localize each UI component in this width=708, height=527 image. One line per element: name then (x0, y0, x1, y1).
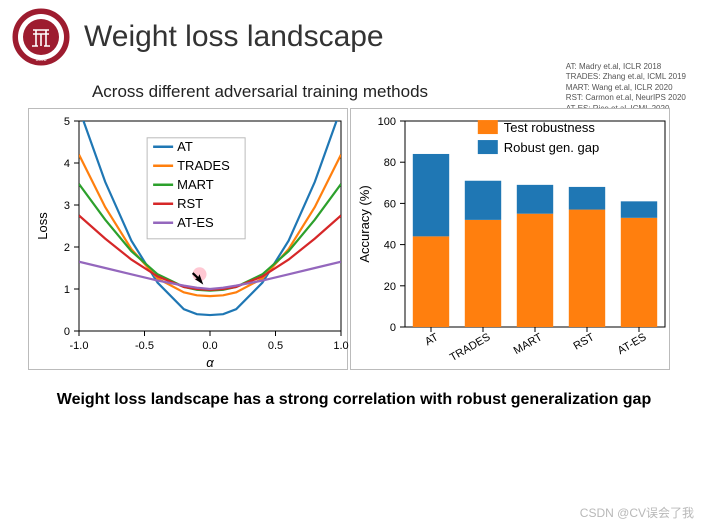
svg-text:MART: MART (512, 331, 545, 357)
svg-text:AT-ES: AT-ES (177, 215, 214, 230)
svg-text:0.5: 0.5 (268, 340, 283, 352)
svg-text:0.0: 0.0 (202, 340, 217, 352)
svg-text:Loss: Loss (35, 212, 50, 240)
university-logo: 1898 (12, 8, 70, 66)
svg-text:Robust gen. gap: Robust gen. gap (504, 140, 599, 155)
charts-row: -1.0 -0.5 0.0 0.5 1.0 0 1 2 3 4 5 α Loss AT TRADES MART… (0, 108, 708, 370)
reference-line: RST: Carmon et.al, NeurIPS 2020 (566, 93, 686, 103)
svg-text:40: 40 (384, 240, 396, 252)
svg-text:RST: RST (177, 196, 203, 211)
svg-text:AT: AT (423, 331, 441, 348)
svg-text:AT-ES: AT-ES (616, 331, 649, 357)
svg-text:2: 2 (64, 242, 70, 254)
reference-line: TRADES: Zhang et.al, ICML 2019 (566, 72, 686, 82)
svg-text:MART: MART (177, 177, 214, 192)
svg-text:RST: RST (571, 331, 596, 353)
references-block: AT: Madry et.al, ICLR 2018TRADES: Zhang … (566, 62, 686, 114)
svg-text:4: 4 (64, 158, 70, 170)
reference-line: AT: Madry et.al, ICLR 2018 (566, 62, 686, 72)
line-chart: -1.0 -0.5 0.0 0.5 1.0 0 1 2 3 4 5 α Loss AT TRADES MART… (28, 108, 348, 370)
svg-text:TRADES: TRADES (448, 331, 493, 364)
svg-text:80: 80 (384, 157, 396, 169)
svg-text:3: 3 (64, 200, 70, 212)
svg-text:AT: AT (177, 139, 193, 154)
svg-text:100: 100 (378, 116, 396, 128)
chart-subtitle: Across different adversarial training me… (40, 82, 480, 102)
svg-text:α: α (206, 355, 214, 370)
watermark: CSDN @CV误会了我 (580, 504, 694, 521)
svg-text:1898: 1898 (35, 57, 46, 63)
bar-chart: 0 20 40 60 80 100 Accuracy (%) AT TRADES MART RST A… (350, 108, 670, 370)
svg-text:Test robustness: Test robustness (504, 120, 596, 135)
page-title: Weight loss landscape (84, 20, 384, 54)
svg-text:60: 60 (384, 198, 396, 210)
svg-text:Accuracy (%): Accuracy (%) (357, 185, 372, 262)
svg-text:1: 1 (64, 284, 70, 296)
svg-text:TRADES: TRADES (177, 158, 230, 173)
svg-text:1.0: 1.0 (333, 340, 348, 352)
header: 1898 Weight loss landscape (0, 0, 708, 70)
svg-text:-0.5: -0.5 (135, 340, 154, 352)
svg-text:20: 20 (384, 281, 396, 293)
conclusion-text: Weight loss landscape has a strong corre… (0, 388, 708, 412)
reference-line: MART: Wang et.al, ICLR 2020 (566, 83, 686, 93)
svg-text:-1.0: -1.0 (70, 340, 89, 352)
svg-text:5: 5 (64, 116, 70, 128)
svg-text:0: 0 (64, 326, 70, 338)
svg-text:0: 0 (390, 322, 396, 334)
